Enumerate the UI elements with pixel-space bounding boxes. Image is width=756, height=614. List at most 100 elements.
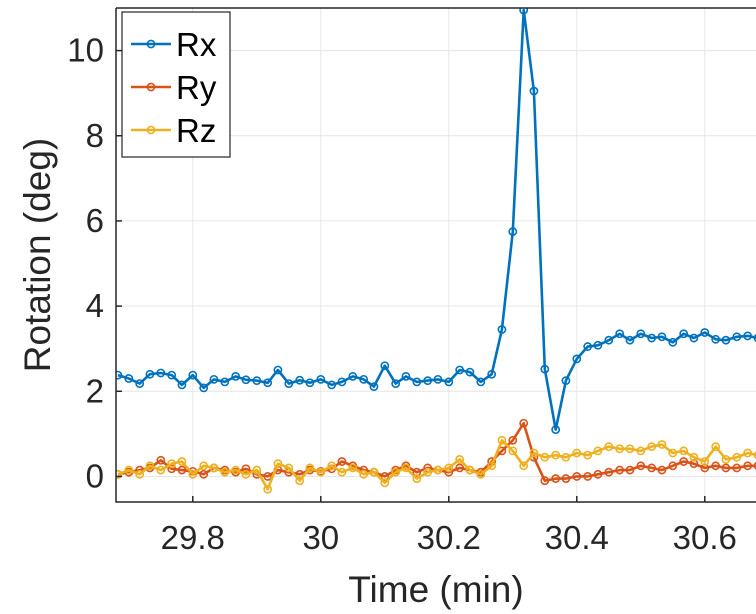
data-point-ry — [156, 455, 166, 465]
data-point-rz — [241, 469, 251, 479]
data-point-rz — [348, 463, 358, 473]
data-point-rx — [135, 379, 145, 389]
data-point-rx — [295, 375, 305, 385]
data-point-rx — [359, 374, 369, 384]
data-point-rz — [209, 463, 219, 473]
data-point-rz — [519, 461, 529, 471]
data-point-rz — [593, 446, 603, 456]
series-layer — [116, 8, 756, 494]
data-point-rx — [529, 86, 539, 96]
data-point-rz — [295, 476, 305, 486]
data-point-rz — [188, 469, 198, 479]
data-point-rx — [380, 361, 390, 371]
data-point-rx — [721, 335, 731, 345]
data-point-rx — [497, 325, 507, 334]
data-point-rx — [433, 374, 443, 384]
data-point-rz — [689, 452, 699, 462]
data-point-rx — [593, 340, 603, 350]
data-point-rx — [679, 329, 689, 339]
legend-item-rx: Rx — [131, 26, 217, 63]
data-point-ry — [199, 469, 209, 479]
y-tick-label: 0 — [86, 457, 104, 494]
data-point-rz — [391, 467, 401, 477]
data-point-rx — [743, 331, 753, 341]
legend-marker-rx — [146, 39, 156, 49]
data-point-rx — [116, 370, 123, 380]
x-tick-label: 29.8 — [161, 519, 225, 556]
data-point-rz — [263, 484, 273, 494]
data-point-rz — [615, 444, 625, 454]
data-point-rx — [657, 332, 667, 342]
data-point-rz — [647, 442, 657, 452]
data-point-rz — [135, 469, 145, 479]
data-point-rz — [252, 465, 262, 475]
data-point-rx — [540, 364, 550, 374]
data-point-rz — [529, 448, 539, 458]
data-point-rx — [615, 329, 625, 339]
data-point-rz — [284, 463, 294, 473]
data-point-rz — [156, 465, 166, 475]
data-point-ry — [689, 459, 699, 469]
data-point-rz — [561, 452, 571, 462]
data-point-rz — [583, 450, 593, 460]
data-point-rz — [412, 474, 422, 483]
data-point-rz — [220, 467, 230, 477]
data-point-rz — [199, 461, 209, 471]
data-point-ry — [753, 461, 756, 470]
data-point-rz — [625, 444, 635, 454]
data-point-rx — [647, 333, 657, 343]
data-point-rx — [572, 354, 582, 364]
data-point-rx — [156, 368, 166, 378]
axes-box — [115, 7, 756, 503]
data-point-rx — [337, 377, 347, 387]
data-point-ry — [540, 476, 550, 486]
legend-item-ry: Ry — [131, 69, 217, 106]
data-point-ry — [647, 463, 657, 473]
data-point-rx — [241, 375, 251, 385]
data-point-rx — [199, 383, 209, 393]
data-point-ry — [380, 472, 390, 481]
data-point-rx — [252, 376, 262, 386]
data-point-rz — [476, 469, 486, 479]
data-point-ry — [743, 461, 753, 471]
data-point-rz — [743, 448, 753, 458]
data-point-rz — [401, 463, 411, 473]
data-point-rx — [487, 369, 497, 379]
data-point-rz — [423, 467, 433, 477]
data-point-rz — [273, 459, 283, 469]
legend-marker-rz — [146, 125, 156, 135]
y-tick-label: 8 — [86, 117, 104, 154]
data-point-rz — [359, 469, 369, 479]
data-point-rz — [711, 442, 721, 452]
data-point-rz — [167, 459, 177, 469]
data-point-rx — [519, 8, 529, 15]
data-point-ry — [508, 435, 518, 445]
data-point-ry — [241, 464, 251, 474]
data-point-rx — [508, 227, 518, 236]
data-point-rz — [380, 478, 390, 488]
data-point-rx — [391, 379, 401, 389]
data-point-rx — [401, 371, 411, 381]
data-point-rx — [604, 335, 614, 345]
data-point-rz — [231, 465, 241, 475]
data-point-rx — [561, 376, 571, 386]
series-rx — [116, 8, 756, 435]
x-tick-label: 30.4 — [545, 519, 609, 556]
data-point-ry — [583, 472, 593, 481]
data-point-rx — [305, 378, 315, 388]
data-point-rx — [220, 377, 230, 387]
data-point-rz — [604, 442, 614, 452]
data-point-rx — [753, 334, 756, 343]
data-point-rx — [625, 335, 635, 345]
legend-label-rx: Rx — [176, 26, 217, 63]
series-line-rz — [117, 438, 756, 491]
data-point-rz — [551, 450, 561, 460]
data-point-rx — [273, 365, 283, 375]
data-point-ry — [636, 461, 646, 471]
data-point-rz — [444, 463, 454, 473]
data-point-rx — [167, 370, 177, 380]
data-point-ry — [337, 457, 347, 466]
data-point-ry — [551, 474, 561, 483]
data-point-rx — [263, 378, 273, 388]
